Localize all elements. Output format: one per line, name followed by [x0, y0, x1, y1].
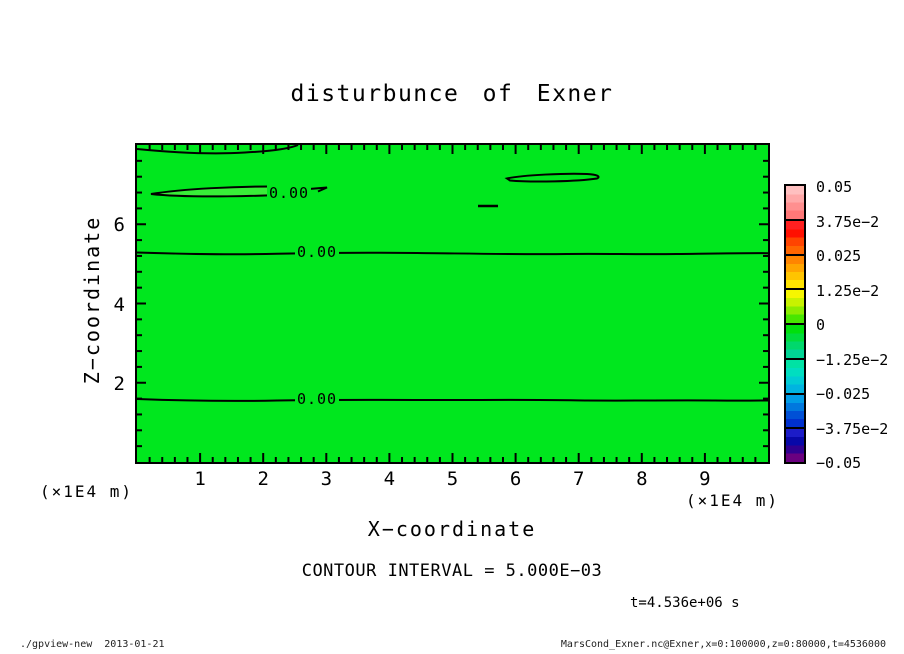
x-axis-unit-label: (×1E4 m)	[686, 491, 780, 510]
time-stamp-text: t=4.536e+06 s	[630, 595, 740, 611]
colorbar-box	[786, 357, 804, 393]
colorbar-tick-label: 1.25e−2	[816, 281, 880, 300]
colorbar-tick-label: 0	[816, 316, 826, 334]
colorbar-box	[786, 186, 804, 219]
x-axis-title: X−coordinate	[367, 517, 537, 541]
zero-contour-mid-line	[137, 251, 768, 256]
y-tick-label: 6	[113, 214, 125, 237]
colorbar-tick-label: −1.25e−2	[816, 350, 889, 369]
page-title: disturbunce of Exner	[290, 81, 614, 107]
colorbar-tick-label: 3.75e−2	[816, 212, 880, 231]
zero-contour-top-sliver	[137, 145, 299, 155]
colorbar-tick-label: 0.05	[816, 178, 853, 196]
contour-interval-text: CONTOUR INTERVAL = 5.000E−03	[301, 561, 603, 581]
colorbar-box	[786, 253, 804, 289]
contour-value-label: 0.00	[267, 184, 311, 202]
plot-area: 0.00 0.00 0.00	[135, 143, 770, 464]
footer-program-version: ./gpview-new 2013-01-21	[20, 639, 165, 650]
contour-value-label: 0.00	[295, 390, 339, 408]
zero-contour-right-lens	[504, 172, 600, 183]
zero-contour-low-line	[137, 398, 768, 402]
colorbar-tick-label: −0.05	[816, 454, 862, 472]
colorbar-tick-label: −0.025	[816, 385, 871, 403]
axis-ticks	[137, 145, 768, 462]
colorbar-box	[786, 323, 804, 358]
y-axis-unit-label: (×1E4 m)	[40, 482, 134, 501]
colorbar-box	[786, 392, 804, 428]
x-tick-label: 5	[446, 468, 459, 490]
colorbar-box	[786, 288, 804, 323]
x-tick-label: 8	[636, 468, 648, 490]
x-tick-label: 2	[257, 468, 269, 490]
x-tick-label: 9	[699, 468, 711, 490]
colorbar-box	[786, 427, 804, 462]
x-tick-label: 1	[194, 468, 206, 490]
y-tick-label: 2	[113, 372, 125, 395]
colorbar-box	[786, 218, 804, 254]
x-tick-label: 7	[572, 468, 585, 490]
colorbar	[784, 184, 806, 464]
y-tick-label: 4	[113, 293, 125, 316]
x-tick-label: 4	[383, 468, 396, 490]
colorbar-tick-label: −3.75e−2	[816, 419, 889, 438]
colorbar-tick-label: 0.025	[816, 247, 862, 265]
contour-value-label: 0.00	[295, 243, 339, 261]
contour-plot-canvas	[137, 145, 768, 462]
x-tick-label: 6	[509, 468, 522, 490]
footer-data-source-text: MarsCond_Exner.nc@Exner,x=0:100000,z=0:8…	[560, 639, 886, 650]
zero-contour-lens-tail	[308, 186, 328, 193]
x-tick-label: 3	[320, 468, 333, 490]
